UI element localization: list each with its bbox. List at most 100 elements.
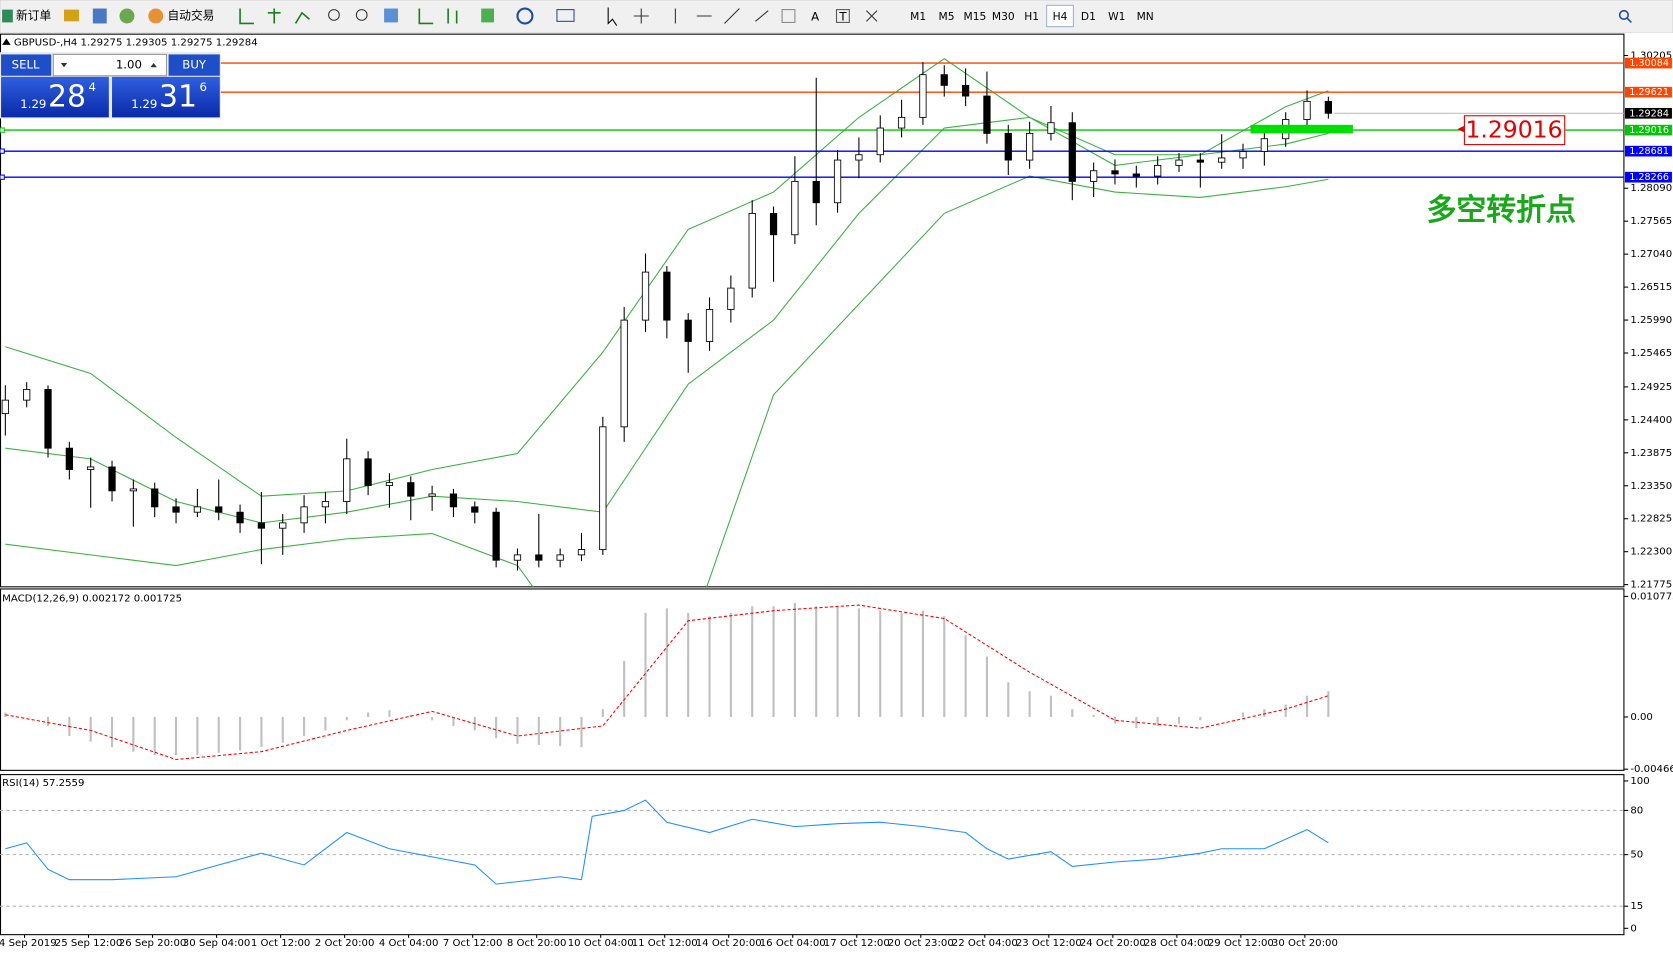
level-price: 1.30084 [1629,58,1669,69]
timeframe[interactable]: M30 [992,10,1015,23]
x-tick-label: 30 Sep 04:00 [183,938,251,949]
level-price-box [1624,145,1672,157]
new-order[interactable]: 新订单 [16,9,51,23]
candle-body [236,511,244,524]
x-tick-label: 4 Oct 04:00 [379,938,439,949]
candle-body [364,458,372,486]
level-anchor [0,148,5,154]
y-tick-label: 0.010775 [1630,591,1673,602]
x-tick-label: 24 Sep 2019 [0,938,57,949]
candle-body [727,287,735,310]
x-tick-label: 23 Oct 12:00 [1016,938,1082,949]
signal-line [5,604,1329,761]
candle-body [897,116,906,129]
sell-button[interactable] [1,54,52,76]
timeframe[interactable]: M15 [964,10,987,23]
x-tick-label: 14 Oct 20:00 [696,938,762,949]
candle-body [279,522,287,529]
x-tick-label: 20 Oct 23:00 [888,938,954,949]
rsi-title: RSI(14) 57.2559 [2,778,84,789]
candle-body [940,74,948,86]
y-tick-label: 0.00 [1630,712,1653,723]
candle-body [108,466,116,492]
zoom-out[interactable] [355,9,368,21]
y-tick-label: 1.23350 [1630,481,1672,492]
chart-type-icons[interactable] [239,8,310,25]
x-tick-label: 24 Oct 20:00 [1080,938,1146,949]
draw-icons[interactable] [633,8,769,24]
candle-body [812,180,820,204]
tool-icon[interactable] [92,8,107,24]
sell-price-fraction[interactable]: 4 [89,80,96,94]
trade-panel: SELL 1.00 BUY 1.29 28 4 1.29 31 6 [0,52,221,119]
buy-price-big[interactable]: 1.29 [131,97,157,111]
periods-icon[interactable] [516,7,534,25]
candle-body [1,399,9,415]
sell-price-big[interactable]: 1.29 [20,97,46,111]
buy-price-fraction[interactable]: 6 [200,80,207,94]
candle-body [1260,138,1268,152]
volume[interactable]: 1.00 [116,58,142,72]
volume-field[interactable] [52,53,167,77]
scroll-icons[interactable] [418,8,458,25]
sell-label[interactable]: SELL [12,58,40,72]
level-price-box [1624,57,1672,69]
buy-price-box[interactable] [112,76,220,118]
candle-body [1303,100,1311,120]
y-tick-label: 1.22300 [1630,547,1672,558]
label-tool[interactable]: T [838,10,847,24]
level-price: 1.29621 [1629,87,1669,98]
candle-body [257,522,266,529]
tool-icon[interactable] [119,8,135,24]
templates-icon[interactable] [556,9,575,22]
cursor-icon[interactable] [607,7,618,26]
timeframes: M1 M5 M15 M30 H1 H4 D1 W1 MN [910,4,1154,28]
sell-price-pips[interactable]: 28 [48,80,86,115]
y-tick-label: 1.30205 [1630,50,1672,61]
note: 多空转折点 [1427,193,1576,228]
plot: 1.30205 1.28090 1.27565 1.27040 1.26515 1.259… [0,50,1673,949]
x-tick-label: 26 Sep 20:00 [119,938,187,949]
candle-body [1196,159,1204,163]
candle-body [919,74,927,118]
x-tick-label: 16 Oct 04:00 [760,938,826,949]
buy-label[interactable]: BUY [182,58,207,72]
x-tick-label: 2 Oct 20:00 [315,938,375,949]
candle-body [215,506,223,513]
auto-trading[interactable]: 自动交易 [168,9,215,23]
timeframe[interactable]: M1 [910,10,926,23]
timeframe[interactable]: H4 [1053,10,1068,23]
search-icon-handle[interactable] [1626,17,1632,23]
timeframe[interactable]: D1 [1081,10,1096,23]
bollinger-band [5,175,1329,587]
zoom-in[interactable] [328,9,340,21]
candle-body [151,488,159,508]
label-tool-frame[interactable] [835,9,850,23]
timeframe[interactable]: MN [1137,10,1154,23]
macd-title: MACD(12,26,9) 0.002172 0.001725 [2,594,182,605]
sell-price-box[interactable] [1,76,109,118]
timeframe-active[interactable] [1046,4,1074,28]
y-tick-label: 1.27040 [1630,249,1672,260]
candle-body [65,447,73,470]
tile-icon[interactable] [384,8,398,23]
arrows-icon[interactable] [865,10,878,22]
timeframe[interactable]: W1 [1108,10,1125,23]
fibo-icon[interactable] [781,9,796,23]
buy-button[interactable] [168,54,220,76]
timeframe[interactable]: M5 [939,10,955,23]
candle-body [705,309,714,342]
candle-body [129,488,137,492]
indicators-icon[interactable] [481,8,495,23]
timeframe[interactable]: H1 [1024,10,1039,23]
collapse-icon[interactable] [2,38,11,45]
text-tool[interactable]: A [811,10,819,24]
auto-trading-icon[interactable] [148,8,164,24]
candle-body [833,159,842,204]
buy-price-pips[interactable]: 31 [159,80,197,115]
new-order-icon[interactable] [2,9,13,23]
search-icon[interactable] [1618,9,1629,21]
tool-icon[interactable] [64,9,79,22]
